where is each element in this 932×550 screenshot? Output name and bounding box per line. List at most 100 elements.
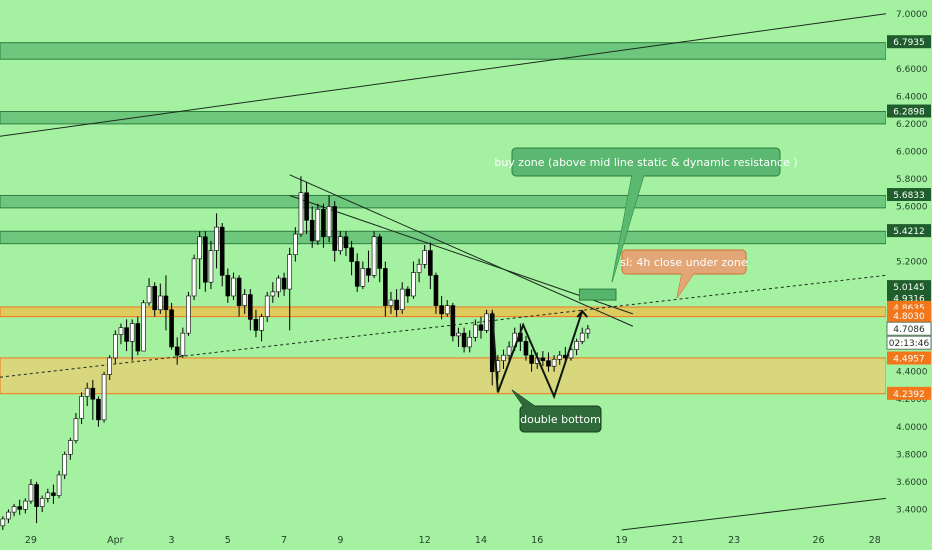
candle-body-103 (579, 332, 585, 342)
candle-body-43 (242, 294, 248, 306)
x-tick-label: 21 (672, 535, 684, 546)
candle-body-60 (338, 236, 343, 251)
price-label-badge[interactable] (887, 309, 931, 323)
x-tick-label: 16 (531, 535, 543, 546)
candle-body-37 (208, 250, 214, 283)
x-axis[interactable]: 29 Apr 3 5 7 9 12 14 16 19 21 23 26 28 (25, 535, 881, 546)
y-tick-label: 3.6000 (896, 478, 928, 488)
candle-body-39 (219, 226, 225, 276)
trendline-layer (0, 13, 887, 531)
y-tick-label: 7.0000 (896, 10, 928, 20)
zone-5.68[interactable] (0, 194, 887, 209)
price-label-text: 5.0145 (893, 283, 925, 293)
candle-body-46 (259, 316, 264, 331)
candle-body-1 (6, 511, 11, 520)
candle-body-36 (203, 236, 208, 283)
candle-body-81 (456, 332, 461, 337)
x-tick-label: 12 (419, 535, 431, 546)
candle-body-71 (399, 288, 405, 311)
candle-body-57 (321, 208, 326, 238)
y-tick-label: 6.4000 (896, 92, 928, 102)
candle-body-27 (152, 286, 157, 311)
candle-body-41 (231, 277, 236, 297)
price-label-badge[interactable] (887, 104, 931, 118)
price-label-text: 6.7935 (893, 38, 925, 48)
candle-body-102 (574, 341, 579, 350)
dynamic-resistance-upper[interactable] (289, 174, 634, 327)
price-label-text: 4.7086 (893, 325, 925, 335)
candle-body-33 (186, 295, 191, 334)
candle-body-2 (11, 506, 17, 513)
double-bottom-callout[interactable]: double bottom (511, 389, 602, 433)
y-axis[interactable]: 7.0000 6.6000 6.4000 6.2000 6.0000 5.8000 5.60… (886, 0, 932, 550)
price-label-badge[interactable] (887, 224, 931, 238)
candle-body-6 (34, 484, 39, 507)
long-uptrend-line[interactable] (0, 13, 887, 137)
candle-body-22 (124, 327, 129, 342)
buy-zone-callout[interactable]: buy zone (above mid line static & dynami… (494, 147, 798, 283)
x-tick-label: 28 (869, 535, 881, 546)
candle-body-66 (371, 236, 377, 276)
candle-body-0 (0, 518, 6, 527)
candle-body-24 (135, 323, 141, 352)
price-label-badge[interactable] (886, 321, 932, 336)
zone-5.42[interactable] (0, 230, 887, 245)
candle-body-89 (501, 354, 506, 361)
stop-loss-callout[interactable]: sl: 4h close under zone (620, 249, 748, 299)
candle-body-70 (394, 299, 399, 311)
x-tick-label: 23 (728, 535, 740, 546)
y-tick-label: 3.4000 (896, 505, 928, 515)
pattern-arrowhead (576, 309, 588, 318)
x-tick-label: 3 (169, 535, 175, 546)
candle-body-35 (197, 236, 203, 260)
price-label-badge[interactable] (887, 188, 931, 202)
zone-4.49[interactable] (0, 357, 887, 395)
x-tick-label: 5 (225, 535, 231, 546)
double-bottom-path[interactable] (491, 310, 584, 400)
candle-body-83 (467, 336, 473, 348)
candle-body-84 (473, 324, 478, 338)
candle-body-78 (439, 305, 444, 315)
price-label-text: 4.2392 (893, 390, 925, 400)
candle-body-52 (293, 233, 298, 255)
candle-body-96 (540, 357, 546, 361)
candle-body-93 (523, 341, 529, 356)
candle-body-90 (506, 346, 512, 356)
dotted-midline[interactable] (0, 274, 887, 378)
candle-body-67 (377, 236, 383, 269)
candle-body-30 (169, 309, 174, 348)
candle-body-15 (84, 387, 90, 397)
y-tick-label: 5.6000 (896, 202, 928, 212)
x-tick-label: 14 (475, 535, 487, 546)
price-label-badge[interactable] (887, 280, 931, 294)
price-label-text: 4.8030 (893, 312, 925, 322)
candle-body-25 (141, 302, 146, 352)
candle-body-3 (17, 506, 22, 510)
candle-body-7 (39, 498, 45, 507)
candle-body-97 (546, 360, 551, 367)
price-label-badge[interactable] (887, 351, 931, 365)
candle-body-26 (146, 286, 152, 304)
lower-channel-line[interactable] (621, 497, 887, 531)
candle-body-64 (360, 268, 366, 287)
y-tick-label: 4.4000 (896, 368, 928, 378)
x-tick-label: 9 (337, 535, 343, 546)
price-label-badge[interactable] (887, 35, 931, 49)
price-label-text: 5.4212 (893, 227, 925, 237)
zone-6.79[interactable] (0, 42, 887, 60)
candle-body-32 (180, 332, 186, 356)
candle-body-18 (101, 374, 107, 421)
candle-layer (0, 176, 591, 530)
candle-body-9 (51, 492, 56, 496)
buy-zone-box[interactable] (578, 288, 617, 301)
candle-body-56 (315, 208, 321, 242)
candle-body-63 (354, 261, 360, 287)
stop-loss-callout-text: sl: 4h close under zone (620, 256, 747, 269)
price-label-badge[interactable] (887, 386, 931, 400)
candle-body-77 (433, 275, 439, 306)
candle-body-76 (428, 250, 433, 276)
countdown-text: 02:13:46 (889, 339, 930, 349)
price-label-text: 4.4957 (893, 355, 925, 365)
dynamic-resistance-lower[interactable] (289, 195, 634, 315)
